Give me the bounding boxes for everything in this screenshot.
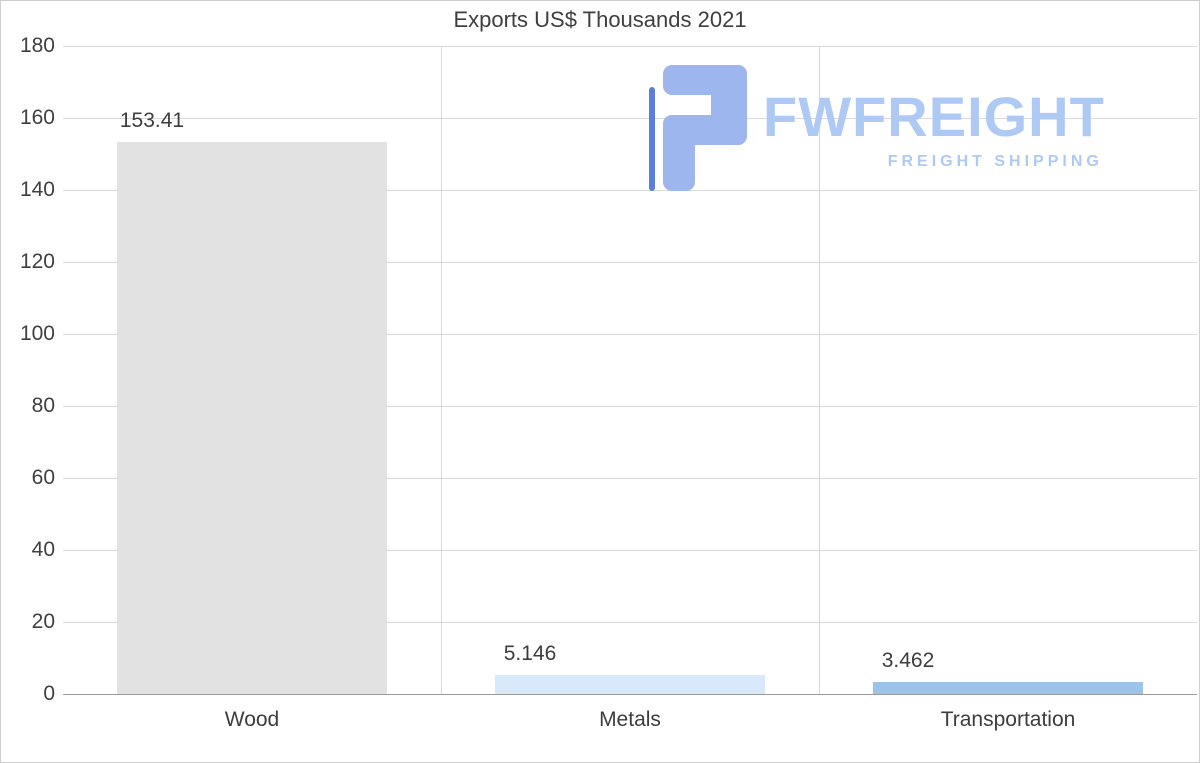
y-axis-tick-label: 60 [31, 466, 55, 489]
x-axis-label: Wood [224, 708, 280, 731]
y-axis-tick-label: 180 [19, 34, 55, 57]
watermark-logo: FWFREIGHT FREIGHT SHIPPING [649, 65, 1105, 196]
y-gridline [63, 190, 1197, 191]
watermark-brand: FWFREIGHT [763, 85, 1105, 148]
y-axis-tick-label: 0 [43, 682, 55, 705]
x-gridline [441, 46, 442, 694]
y-gridline [63, 550, 1197, 551]
y-axis-tick-label: 140 [19, 178, 55, 201]
y-gridline [63, 694, 1197, 695]
y-axis-tick-label: 100 [19, 322, 55, 345]
y-gridline [63, 118, 1197, 119]
y-axis-tick-label: 160 [19, 106, 55, 129]
y-gridline [63, 478, 1197, 479]
bar-value-label: 5.146 [503, 642, 557, 666]
bar-value-label: 153.41 [119, 108, 185, 132]
y-gridline [63, 622, 1197, 623]
watermark-tagline: FREIGHT SHIPPING [887, 153, 1103, 170]
y-gridline [63, 46, 1197, 47]
fwfreight-logo-icon [649, 65, 749, 196]
bar-wood [116, 141, 388, 694]
bar-value-label: 3.462 [881, 648, 935, 672]
bar-metals [494, 675, 766, 694]
x-axis-label: Metals [599, 708, 661, 731]
y-gridline [63, 262, 1197, 263]
y-gridline [63, 334, 1197, 335]
y-axis-tick-label: 80 [31, 394, 55, 417]
bar-transportation [872, 681, 1144, 694]
y-axis-tick-label: 120 [19, 250, 55, 273]
y-axis-tick-label: 40 [31, 538, 55, 561]
y-gridline [63, 406, 1197, 407]
x-gridline [819, 46, 820, 694]
x-axis-label: Transportation [940, 708, 1076, 731]
chart-title: Exports US$ Thousands 2021 [453, 7, 747, 32]
y-axis-tick-label: 20 [31, 610, 55, 633]
watermark-text-block: FWFREIGHT FREIGHT SHIPPING [763, 65, 1105, 171]
